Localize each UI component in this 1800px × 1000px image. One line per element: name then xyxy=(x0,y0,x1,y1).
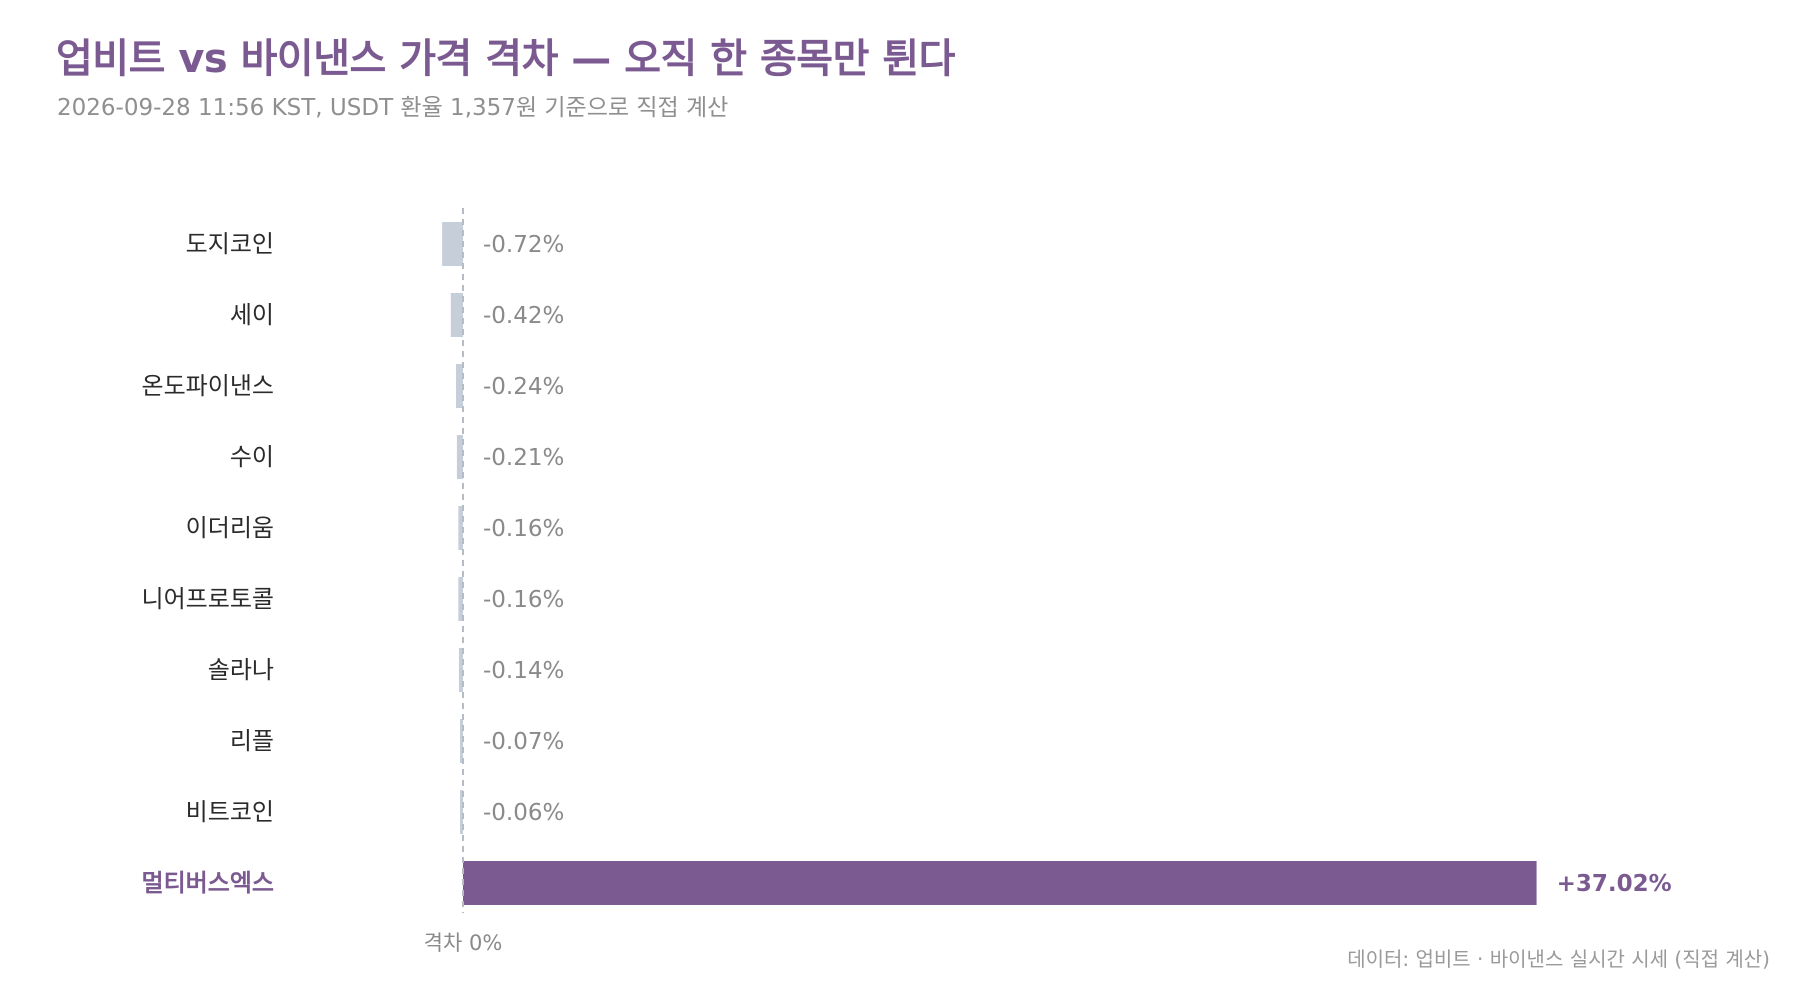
category-label: 세이 xyxy=(230,301,274,329)
zero-axis-label: 격차 0% xyxy=(424,931,503,955)
category-label: 수이 xyxy=(230,443,274,471)
bar-6 xyxy=(458,577,463,621)
bars-layer xyxy=(442,222,1537,905)
value-label: -0.16% xyxy=(483,587,564,613)
value-label: -0.14% xyxy=(483,658,564,684)
bar-8 xyxy=(460,719,463,763)
bar-9 xyxy=(460,790,463,834)
value-label: -0.16% xyxy=(483,516,564,542)
bar-3 xyxy=(456,364,463,408)
category-label: 온도파이낸스 xyxy=(142,372,274,400)
bar-5 xyxy=(458,506,463,550)
category-label: 비트코인 xyxy=(186,798,274,826)
source-note: 데이터: 업비트 · 바이낸스 실시간 시세 (직접 계산) xyxy=(1347,947,1770,971)
bar-10 xyxy=(463,861,1537,905)
category-label: 이더리움 xyxy=(186,514,274,542)
category-label: 리플 xyxy=(230,727,274,755)
bar-1 xyxy=(442,222,463,266)
category-label: 멀티버스엑스 xyxy=(142,869,274,897)
bar-4 xyxy=(456,435,463,479)
labels-layer: 도지코인 -0.72% 세이 -0.42% 온도파이낸스 -0.24% 수이 -0.21% 이더… xyxy=(142,230,1672,897)
value-label: -0.21% xyxy=(483,445,564,471)
bar-7 xyxy=(458,648,463,692)
bar-2 xyxy=(450,293,463,337)
value-label: -0.07% xyxy=(483,729,564,755)
category-label: 니어프로토콜 xyxy=(142,585,274,613)
value-label: -0.72% xyxy=(483,232,564,258)
category-label: 솔라나 xyxy=(208,656,274,684)
value-label: +37.02% xyxy=(1557,871,1672,897)
value-label: -0.06% xyxy=(483,800,564,826)
value-label: -0.42% xyxy=(483,303,564,329)
chart-subtitle: 2026-09-28 11:56 KST, USDT 환율 1,357원 기준으… xyxy=(57,95,729,121)
value-label: -0.24% xyxy=(483,374,564,400)
chart-title: 업비트 vs 바이낸스 가격 격차 — 오직 한 종목만 튄다 xyxy=(56,36,955,82)
category-label: 도지코인 xyxy=(186,230,274,258)
